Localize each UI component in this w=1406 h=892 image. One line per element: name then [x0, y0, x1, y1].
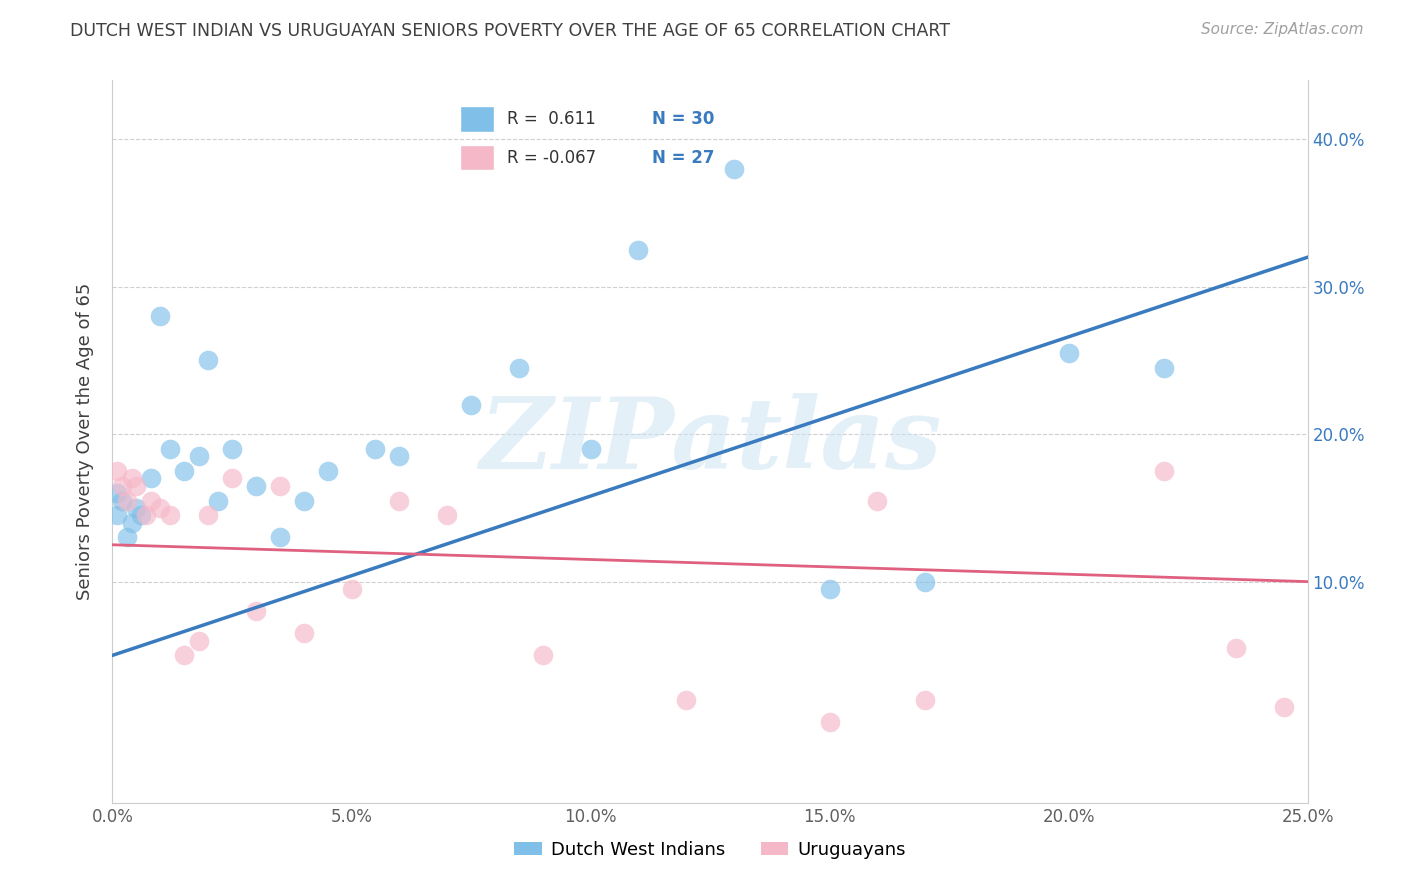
Point [675, 692, 697, 706]
Point [139, 493, 162, 508]
Point [579, 442, 602, 456]
Point [269, 530, 291, 544]
Point [388, 493, 411, 508]
Point [197, 508, 219, 523]
Point [221, 442, 243, 456]
Point [149, 309, 172, 323]
Text: N = 27: N = 27 [652, 149, 714, 167]
Point [159, 508, 181, 523]
Point [914, 574, 936, 589]
Point [316, 464, 339, 478]
Point [508, 360, 530, 375]
Point [111, 493, 134, 508]
Point [1057, 346, 1080, 360]
Point [1153, 360, 1175, 375]
Point [531, 648, 554, 663]
Point [125, 500, 148, 515]
Text: N = 30: N = 30 [652, 110, 714, 128]
Point [173, 464, 195, 478]
Point [105, 486, 128, 500]
Point [388, 450, 411, 464]
Point [115, 530, 138, 544]
Point [187, 450, 209, 464]
Point [340, 582, 363, 596]
Point [292, 626, 315, 640]
Point [1225, 640, 1247, 655]
Point [245, 479, 267, 493]
Point [914, 692, 936, 706]
Point [364, 442, 387, 456]
Point [221, 471, 243, 485]
Point [173, 648, 195, 663]
Point [1272, 700, 1295, 714]
Point [159, 442, 181, 456]
Point [627, 243, 650, 257]
Point [135, 508, 157, 523]
Point [149, 500, 172, 515]
Point [818, 582, 841, 596]
Point [187, 633, 209, 648]
Point [436, 508, 458, 523]
Point [207, 493, 229, 508]
Point [115, 493, 138, 508]
Text: DUTCH WEST INDIAN VS URUGUAYAN SENIORS POVERTY OVER THE AGE OF 65 CORRELATION CH: DUTCH WEST INDIAN VS URUGUAYAN SENIORS P… [70, 22, 950, 40]
Text: Source: ZipAtlas.com: Source: ZipAtlas.com [1201, 22, 1364, 37]
Point [866, 493, 889, 508]
FancyBboxPatch shape [460, 145, 494, 170]
Point [292, 493, 315, 508]
Text: R =  0.611: R = 0.611 [508, 110, 596, 128]
Point [723, 161, 745, 176]
Point [111, 479, 134, 493]
Point [1153, 464, 1175, 478]
Text: R = -0.067: R = -0.067 [508, 149, 596, 167]
Point [460, 398, 482, 412]
Point [269, 479, 291, 493]
Text: ZIPatlas: ZIPatlas [479, 393, 941, 490]
Point [105, 508, 128, 523]
FancyBboxPatch shape [460, 106, 494, 132]
Point [105, 464, 128, 478]
Legend: Dutch West Indians, Uruguayans: Dutch West Indians, Uruguayans [508, 834, 912, 866]
Point [818, 714, 841, 729]
Point [125, 479, 148, 493]
Point [245, 604, 267, 618]
Point [121, 516, 143, 530]
Point [129, 508, 152, 523]
Point [139, 471, 162, 485]
Point [121, 471, 143, 485]
Y-axis label: Seniors Poverty Over the Age of 65: Seniors Poverty Over the Age of 65 [76, 283, 94, 600]
Point [197, 353, 219, 368]
